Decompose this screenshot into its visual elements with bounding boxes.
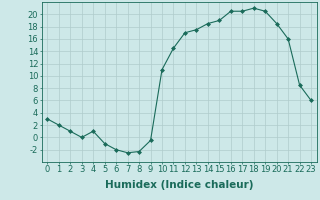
X-axis label: Humidex (Indice chaleur): Humidex (Indice chaleur) <box>105 180 253 190</box>
